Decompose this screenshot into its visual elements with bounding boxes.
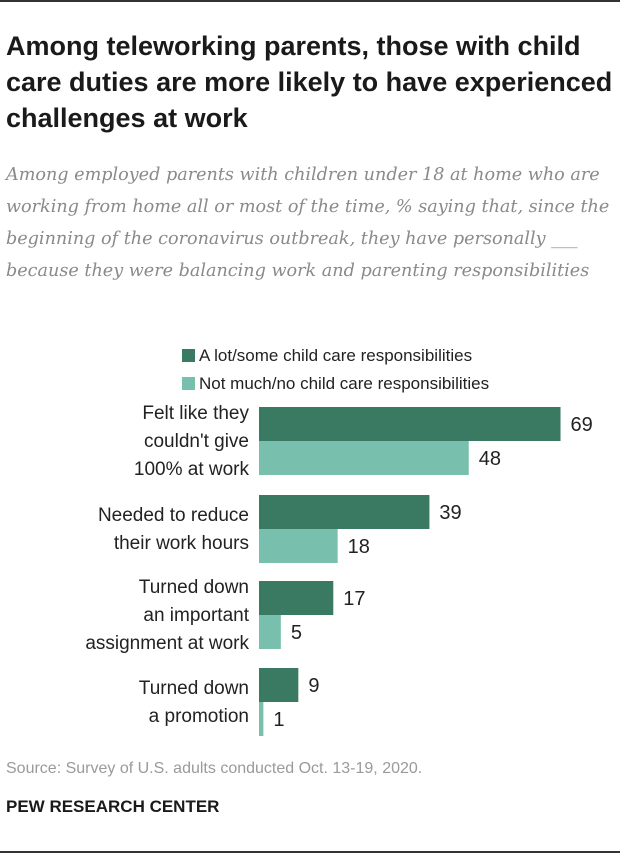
category-label: Turned down xyxy=(139,678,249,699)
bar-chart: Felt like they couldn't give 100% at work 6… xyxy=(85,403,593,736)
bar-series-a xyxy=(259,407,561,441)
chart-title: Among teleworking parents, those with ch… xyxy=(6,31,613,133)
category-label: their work hours xyxy=(114,533,249,554)
category-label: Needed to reduce xyxy=(98,505,249,526)
category-label: 100% at work xyxy=(134,459,250,480)
source-note: Source: Survey of U.S. adults conducted … xyxy=(6,760,423,777)
category-label: assignment at work xyxy=(85,633,249,654)
bar-series-b xyxy=(259,441,469,475)
bar-series-a xyxy=(259,668,299,702)
legend-item-series-a: A lot/some child care responsibilities xyxy=(182,342,489,370)
data-label: 18 xyxy=(348,536,370,558)
data-label: 48 xyxy=(479,448,501,470)
legend-swatch-series-a xyxy=(182,349,195,362)
legend: A lot/some child care responsibilities N… xyxy=(182,342,489,398)
category-label: Turned down xyxy=(139,577,249,598)
top-rule xyxy=(0,0,620,2)
data-label: 39 xyxy=(439,502,461,524)
category-label: couldn't give xyxy=(144,431,249,452)
data-label: 17 xyxy=(343,588,365,610)
legend-swatch-series-b xyxy=(182,377,195,390)
bar-series-a xyxy=(259,495,430,529)
data-label: 5 xyxy=(291,622,302,644)
category-label: an important xyxy=(143,605,249,626)
bar-series-b xyxy=(259,529,338,563)
chart-subtitle: Among employed parents with children und… xyxy=(6,165,610,281)
data-label: 1 xyxy=(273,709,284,731)
category-label: Felt like they xyxy=(142,403,249,424)
legend-label-series-a: A lot/some child care responsibilities xyxy=(199,346,473,365)
data-label: 9 xyxy=(308,675,319,697)
brand-logo-text: PEW RESEARCH CENTER xyxy=(6,797,220,816)
bottom-rule xyxy=(0,851,620,853)
bar-series-a xyxy=(259,581,334,615)
legend-label-series-b: Not much/no child care responsibilities xyxy=(199,374,490,393)
data-label: 69 xyxy=(571,414,593,436)
bar-series-b xyxy=(259,702,264,736)
bar-series-b xyxy=(259,615,281,649)
category-label: a promotion xyxy=(149,706,249,727)
legend-item-series-b: Not much/no child care responsibilities xyxy=(182,370,489,398)
